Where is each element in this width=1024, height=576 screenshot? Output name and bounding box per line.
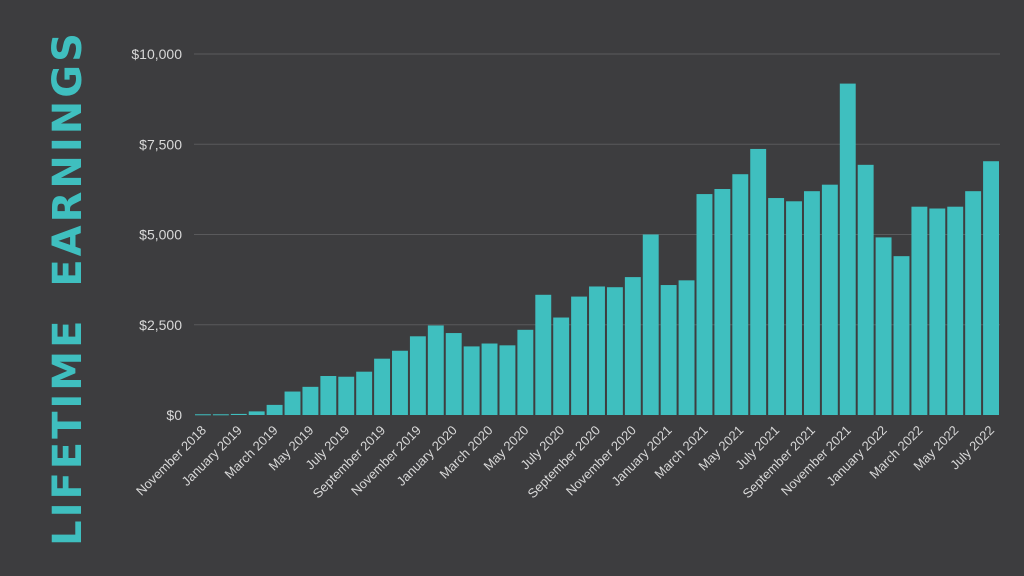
- bar: [875, 237, 892, 415]
- bar: [839, 83, 856, 415]
- bar: [678, 280, 695, 415]
- y-tick-label: $2,500: [139, 317, 182, 333]
- bar: [338, 376, 355, 415]
- bar: [392, 350, 408, 415]
- y-tick-label: $7,500: [139, 136, 182, 152]
- bar: [660, 285, 677, 415]
- bar: [535, 294, 552, 415]
- bar: [642, 234, 659, 415]
- bar: [374, 358, 391, 415]
- bars: [195, 83, 999, 416]
- bar: [821, 184, 838, 415]
- bar: [409, 336, 426, 415]
- bar: [893, 256, 910, 415]
- bar: [427, 325, 444, 415]
- bar: [768, 198, 785, 415]
- bar: [803, 191, 820, 415]
- bar: [732, 174, 749, 415]
- bar: [445, 333, 462, 415]
- bar: [248, 411, 265, 415]
- bar: [571, 296, 588, 415]
- bar: [624, 277, 641, 415]
- bar: [320, 376, 337, 415]
- bar: [499, 345, 516, 415]
- bar: [696, 194, 713, 415]
- bar: [481, 343, 498, 415]
- bar: [983, 161, 999, 415]
- bar: [947, 206, 964, 415]
- bar: [230, 413, 247, 415]
- bar: [786, 201, 802, 415]
- bar: [212, 414, 229, 416]
- bar: [750, 148, 767, 415]
- bar: [965, 191, 982, 415]
- y-axis-ticks: $0 $2,500 $5,000 $7,500 $10,000: [131, 46, 182, 423]
- bar: [463, 346, 480, 415]
- y-tick-label: $10,000: [131, 46, 182, 62]
- bar: [195, 414, 211, 416]
- y-tick-label: $5,000: [139, 227, 182, 243]
- bar: [266, 404, 283, 415]
- bar: [714, 189, 731, 415]
- bar: [517, 329, 534, 415]
- bar: [857, 164, 874, 415]
- bar: [553, 317, 570, 415]
- bar: [911, 206, 928, 415]
- bar: [302, 386, 319, 415]
- bar: [929, 208, 946, 415]
- y-tick-label: $0: [166, 407, 182, 423]
- bar: [356, 371, 373, 415]
- bar: [589, 286, 605, 415]
- bar: [284, 391, 301, 415]
- bar: [606, 287, 623, 415]
